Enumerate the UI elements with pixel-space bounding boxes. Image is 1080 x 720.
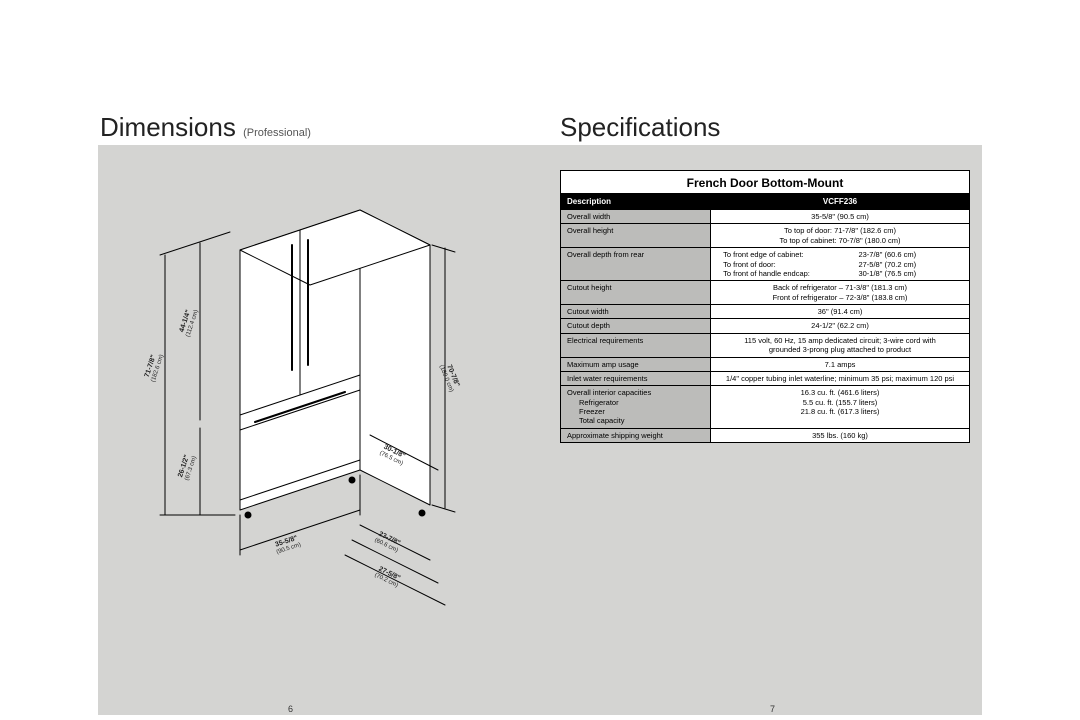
table-row: Overall width35-5/8" (90.5 cm) (561, 210, 970, 224)
table-row: Maximum amp usage7.1 amps (561, 357, 970, 371)
spec-val-cell: 35-5/8" (90.5 cm) (711, 210, 970, 224)
spec-desc-cell: Cutout height (561, 281, 711, 305)
spec-desc-cell: Electrical requirements (561, 333, 711, 357)
heading-dimensions: Dimensions (Professional) (100, 112, 311, 143)
spec-desc-cell: Overall height (561, 224, 711, 248)
fridge-line-drawing (120, 170, 530, 650)
spec-val-cell: 16.3 cu. ft. (461.6 liters)5.5 cu. ft. (… (711, 386, 970, 429)
table-row: Inlet water requirements1/4" copper tubi… (561, 371, 970, 385)
spec-val-cell: 115 volt, 60 Hz, 15 amp dedicated circui… (711, 333, 970, 357)
spec-desc-cell: Cutout depth (561, 319, 711, 333)
table-row: Electrical requirements115 volt, 60 Hz, … (561, 333, 970, 357)
spec-val-cell: Back of refrigerator – 71-3/8" (181.3 cm… (711, 281, 970, 305)
spec-header-model: VCFF236 (711, 194, 970, 210)
spec-table: Description VCFF236 Overall width35-5/8"… (560, 193, 970, 443)
spec-desc-cell: Maximum amp usage (561, 357, 711, 371)
spec-val-cell: To front edge of cabinet:23-7/8" (60.6 c… (711, 248, 970, 281)
table-row: Overall depth from rearTo front edge of … (561, 248, 970, 281)
spec-val-cell: To top of door: 71-7/8" (182.6 cm)To top… (711, 224, 970, 248)
spec-desc-cell: Inlet water requirements (561, 371, 711, 385)
table-row: Cutout depth24-1/2" (62.2 cm) (561, 319, 970, 333)
spec-panel: French Door Bottom-Mount Description VCF… (560, 170, 970, 443)
dimensions-diagram: 71-7/8" (182.6 cm) 44-1/4" (112.4 cm) 26… (120, 170, 530, 650)
heading-dimensions-text: Dimensions (100, 112, 236, 142)
table-row: Cutout width36" (91.4 cm) (561, 305, 970, 319)
spec-desc-cell: Approximate shipping weight (561, 428, 711, 442)
spec-val-cell: 1/4" copper tubing inlet waterline; mini… (711, 371, 970, 385)
spec-desc-cell: Cutout width (561, 305, 711, 319)
table-row: Approximate shipping weight355 lbs. (160… (561, 428, 970, 442)
heading-dimensions-sub: (Professional) (243, 127, 311, 139)
spec-desc-cell: Overall depth from rear (561, 248, 711, 281)
table-row: Cutout heightBack of refrigerator – 71-3… (561, 281, 970, 305)
spec-val-cell: 7.1 amps (711, 357, 970, 371)
page-number-right: 7 (770, 704, 775, 714)
table-row: Overall interior capacitiesRefrigeratorF… (561, 386, 970, 429)
heading-specifications: Specifications (560, 112, 720, 143)
spec-desc-cell: Overall interior capacitiesRefrigeratorF… (561, 386, 711, 429)
page: Dimensions (Professional) Specifications (0, 0, 1080, 720)
spec-header-desc: Description (561, 194, 711, 210)
spec-desc-cell: Overall width (561, 210, 711, 224)
table-row: Overall heightTo top of door: 71-7/8" (1… (561, 224, 970, 248)
spec-val-cell: 24-1/2" (62.2 cm) (711, 319, 970, 333)
spec-title: French Door Bottom-Mount (560, 170, 970, 193)
spec-val-cell: 355 lbs. (160 kg) (711, 428, 970, 442)
page-number-left: 6 (288, 704, 293, 714)
spec-val-cell: 36" (91.4 cm) (711, 305, 970, 319)
